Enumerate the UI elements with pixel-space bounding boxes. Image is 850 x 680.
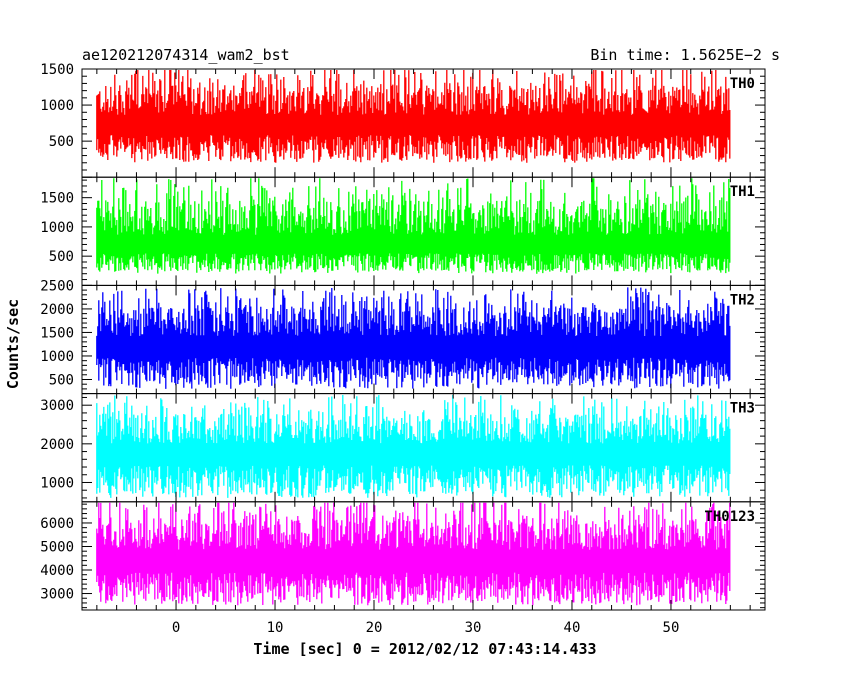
y-tick-label: 1500 [40, 191, 74, 207]
series-th2 [96, 287, 731, 389]
y-tick-label: 2000 [40, 437, 74, 453]
bin-time-label: Bin time: 1.5625E−2 s [590, 46, 780, 64]
panel-label-th3: TH3 [730, 401, 755, 417]
panel-label-th2: TH2 [730, 292, 755, 308]
y-tick-label: 2500 [40, 278, 74, 294]
chart-title: ae120212074314_wam2_bst [82, 46, 290, 64]
x-tick-label: 30 [465, 620, 482, 636]
panel-label-th1: TH1 [730, 184, 755, 200]
y-tick-label: 1000 [40, 349, 74, 365]
panel-th0123: 3000 4000 5000 6000 TH0123 [40, 501, 766, 611]
y-tick-label: 3000 [40, 398, 74, 414]
panel-label-th0123: TH0123 [704, 509, 755, 525]
y-tick-label: 1000 [40, 220, 74, 236]
y-tick-label: 3000 [40, 587, 74, 603]
panels-group: 500 1000 1500 TH0 500 1000 1500 TH1 500 1000 1500 2… [40, 62, 766, 611]
panel-th1: 500 1000 1500 TH1 [40, 176, 766, 286]
series-th0 [96, 70, 731, 163]
x-tick-label: 50 [663, 620, 680, 636]
x-tick-label: 10 [267, 620, 284, 636]
y-tick-label: 1500 [40, 62, 74, 78]
y-tick-label: 2000 [40, 302, 74, 318]
x-tick-label: 0 [172, 620, 180, 636]
series-th0123 [96, 502, 731, 606]
x-axis: 0 10 20 30 40 50 [172, 620, 680, 636]
series-th1 [96, 178, 731, 274]
x-tick-label: 40 [564, 620, 581, 636]
panel-label-th0: TH0 [730, 76, 755, 92]
y-tick-label: 500 [49, 134, 74, 150]
x-axis-label: Time [sec] 0 = 2012/02/12 07:43:14.433 [253, 640, 596, 658]
y-tick-label: 6000 [40, 516, 74, 532]
panel-th2: 500 1000 1500 2000 2500 TH2 [40, 278, 766, 395]
panel-th3: 1000 2000 3000 TH3 [40, 393, 766, 503]
y-tick-label: 1500 [40, 325, 74, 341]
y-axis-label: Counts/sec [4, 299, 22, 389]
y-tick-label: 500 [49, 249, 74, 265]
y-tick-label: 500 [49, 372, 74, 388]
y-tick-label: 1000 [40, 475, 74, 491]
series-th3 [96, 395, 731, 498]
y-tick-label: 4000 [40, 563, 74, 579]
y-tick-label: 1000 [40, 98, 74, 114]
panel-th0: 500 1000 1500 TH0 [40, 62, 766, 178]
y-tick-label: 5000 [40, 539, 74, 555]
x-tick-label: 20 [366, 620, 383, 636]
